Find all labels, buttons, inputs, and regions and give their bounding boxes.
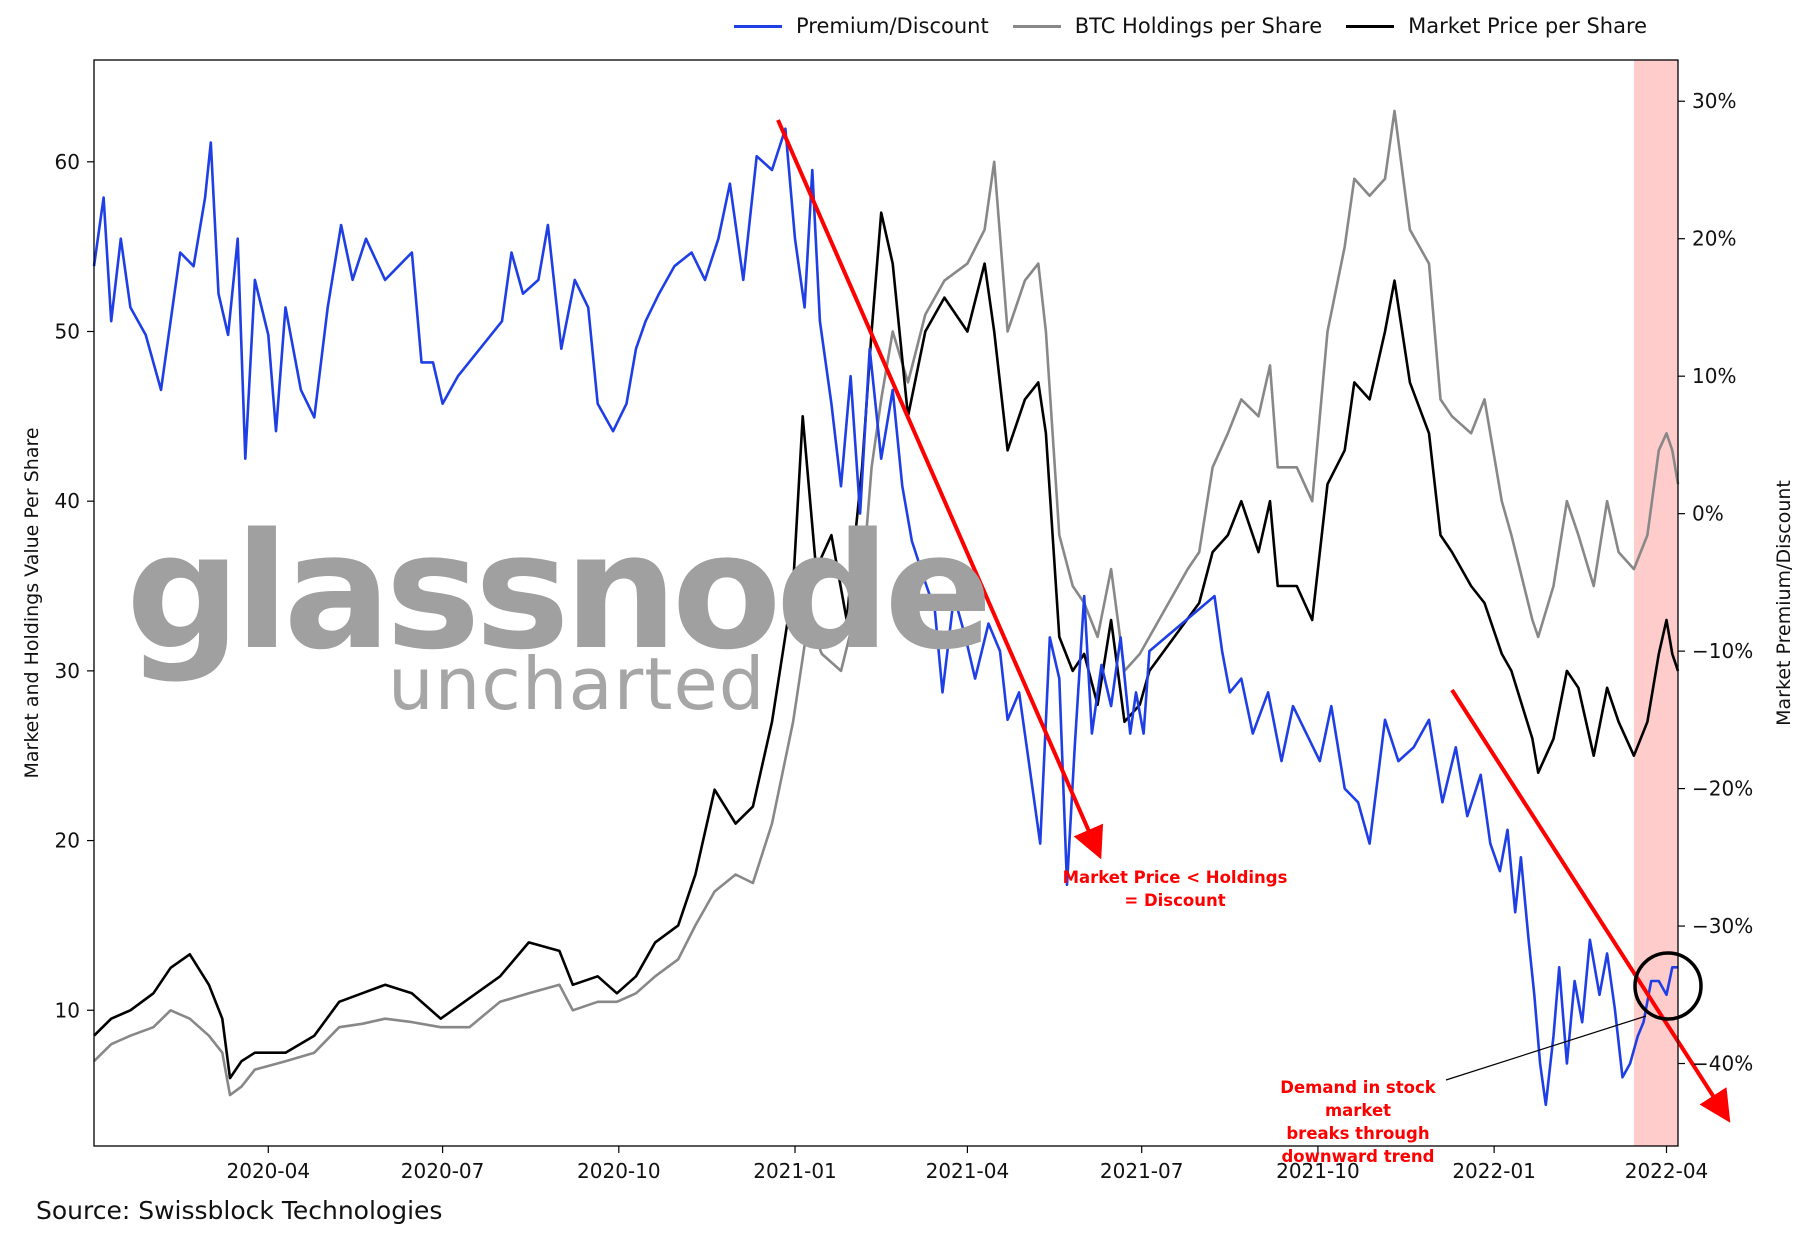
legend: Premium/Discount BTC Holdings per Share … <box>734 14 1671 38</box>
discount-annotation: Market Price < Holdings = Discount <box>1060 866 1290 912</box>
y-tick-label: 20 <box>55 829 80 853</box>
y2-tick-label: −40% <box>1692 1052 1753 1076</box>
y-tick-label: 30 <box>55 659 80 683</box>
y2-tick-label: −20% <box>1692 777 1753 801</box>
y-axis-label: Market and Holdings Value Per Share <box>21 427 43 778</box>
breakout-circle <box>1633 951 1703 1021</box>
x-tick-label: 2020-04 <box>227 1159 311 1183</box>
demand-annotation-line-2: breaks through <box>1286 1124 1430 1143</box>
x-tick-label: 2022-01 <box>1452 1159 1536 1183</box>
y2-tick-label: −10% <box>1692 639 1753 663</box>
x-tick-label: 2021-07 <box>1100 1159 1184 1183</box>
plot-frame <box>93 59 1679 1147</box>
demand-annotation-line-1: Demand in stock market <box>1280 1078 1436 1120</box>
y2-tick-label: 10% <box>1692 364 1736 388</box>
trend-arrow-2 <box>1450 688 1731 1123</box>
y2-axis-label: Market Premium/Discount <box>1773 480 1795 726</box>
x-tick-label: 2021-10 <box>1276 1159 1360 1183</box>
y2-tick-label: 20% <box>1692 227 1736 251</box>
legend-swatch-market <box>1346 24 1395 28</box>
annotation-pointer-line <box>1445 1015 1647 1081</box>
x-tick-label: 2020-07 <box>401 1159 485 1183</box>
discount-annotation-line-2: = Discount <box>1124 891 1226 910</box>
y2-tick-label: −30% <box>1692 914 1753 938</box>
legend-item-market: Market Price per Share <box>1346 14 1647 38</box>
trend-arrow-1 <box>776 119 1104 860</box>
x-tick-label: 2021-04 <box>926 1159 1010 1183</box>
y-tick-label: 10 <box>55 998 80 1022</box>
y2-tick-label: 30% <box>1692 89 1736 113</box>
demand-annotation: Demand in stock market breaks through do… <box>1268 1076 1448 1168</box>
legend-label-market: Market Price per Share <box>1408 14 1648 38</box>
x-tick-label: 2022-04 <box>1625 1159 1709 1183</box>
legend-item-premium: Premium/Discount <box>734 14 989 38</box>
watermark-subtitle: uncharted <box>388 642 766 726</box>
legend-item-holdings: BTC Holdings per Share <box>1012 14 1323 38</box>
source-caption: Source: Swissblock Technologies <box>36 1196 443 1225</box>
watermark-logo: glassnode <box>126 498 993 685</box>
series-line-premium-discount <box>92 127 1678 1107</box>
legend-swatch-premium <box>734 24 782 28</box>
x-tick-label: 2020-10 <box>577 1159 661 1183</box>
x-tick-label: 2021-01 <box>753 1159 837 1183</box>
y-tick-label: 50 <box>55 320 80 344</box>
y2-tick-label: 0% <box>1692 502 1724 526</box>
y-tick-label: 40 <box>55 489 80 513</box>
legend-label-holdings: BTC Holdings per Share <box>1074 14 1323 38</box>
series-line-market-price-per-share <box>93 211 1680 1080</box>
legend-label-premium: Premium/Discount <box>796 14 989 38</box>
demand-annotation-line-3: downward trend <box>1281 1147 1435 1166</box>
discount-annotation-line-1: Market Price < Holdings <box>1062 868 1288 887</box>
y-tick-label: 60 <box>55 150 80 174</box>
series-line-btc-holdings-per-share <box>93 109 1680 1097</box>
legend-swatch-holdings <box>1012 24 1061 28</box>
